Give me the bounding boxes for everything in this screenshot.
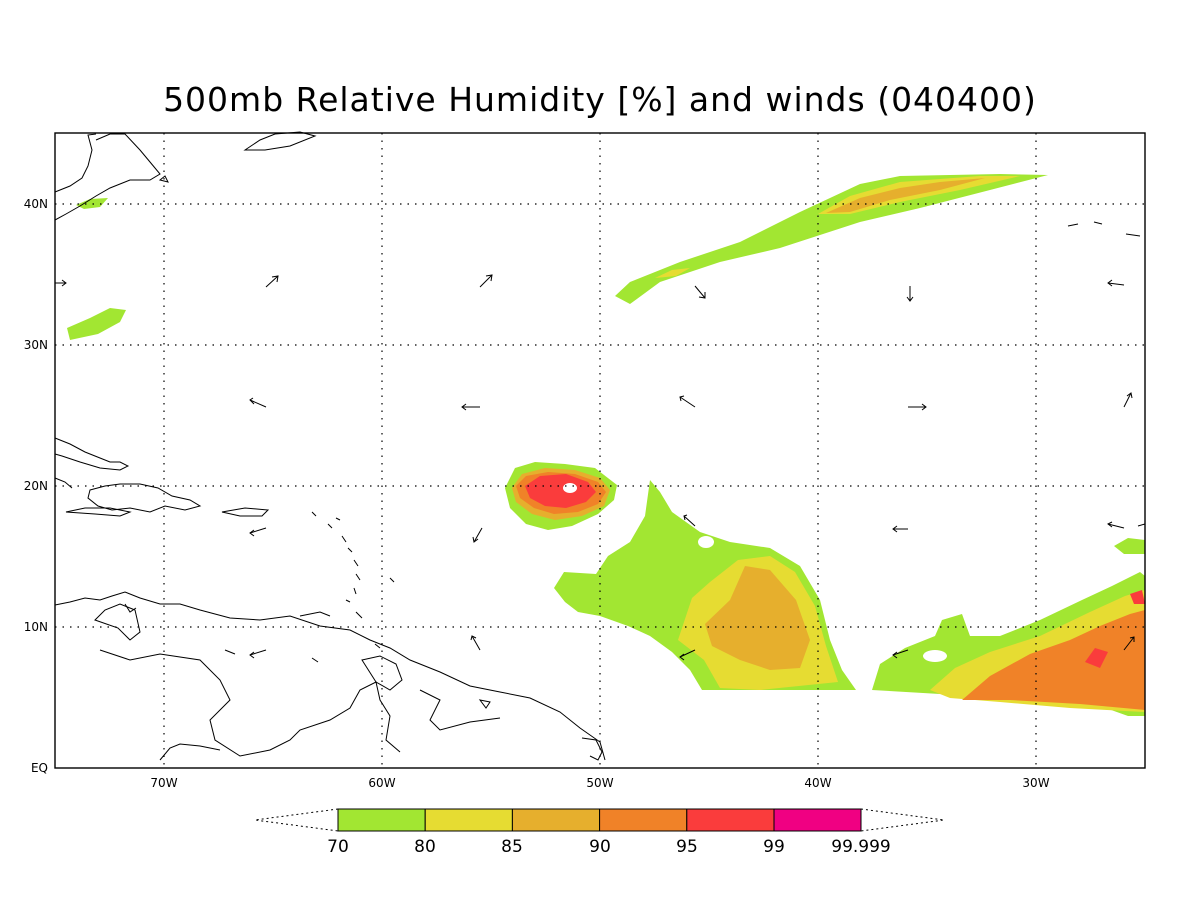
rh-70-streak-north <box>615 174 1048 304</box>
colorbar: 70 80 85 90 95 99 99.999 <box>254 808 945 857</box>
colorbar-label-99999: 99.999 <box>831 837 890 857</box>
colorbar-label-95: 95 <box>676 837 698 857</box>
wind-arrow <box>683 514 696 527</box>
wind-arrow <box>265 275 279 288</box>
colorbar-label-99: 99 <box>763 837 785 857</box>
wind-arrow <box>461 403 480 411</box>
graticule <box>55 133 1145 768</box>
wind-arrow <box>249 397 267 408</box>
coastlines <box>54 131 1146 761</box>
lat-label-eq: EQ <box>31 761 48 775</box>
wind-arrow <box>908 403 927 411</box>
rh-95-hurricane <box>525 474 596 508</box>
rh-central-hole <box>698 536 714 548</box>
lon-label-40w: 40W <box>804 776 831 790</box>
lon-label-60w: 60W <box>368 776 395 790</box>
rh-80-streak-small <box>655 268 690 278</box>
wind-arrow <box>679 395 696 408</box>
lat-label-30n: 30N <box>24 338 48 352</box>
wind-arrow <box>1107 521 1125 529</box>
wind-arrow <box>694 285 706 299</box>
wind-arrow <box>479 274 493 288</box>
colorbar-box-99 <box>773 808 862 832</box>
colorbar-box-85 <box>511 808 601 832</box>
colorbar-box-70 <box>337 808 426 832</box>
wind-arrow <box>892 525 908 533</box>
wind-arrow <box>892 649 909 659</box>
rh-90-east <box>962 610 1145 710</box>
lat-label-10n: 10N <box>24 620 48 634</box>
rh-east-hole <box>923 650 947 662</box>
wind-arrow <box>906 286 914 302</box>
colorbar-left-triangle <box>254 808 339 832</box>
rh-95-east-b <box>1130 590 1145 604</box>
wind-arrow <box>249 527 267 537</box>
humidity-fields <box>67 174 1145 716</box>
colorbar-box-90 <box>599 808 688 832</box>
rh-85-central <box>705 566 810 670</box>
wind-arrow <box>470 635 481 651</box>
colorbar-right-triangle <box>860 808 945 832</box>
colorbar-label-85: 85 <box>501 837 523 857</box>
wind-arrow <box>1123 392 1133 408</box>
wind-vectors <box>55 274 1135 661</box>
rh-70-blob-coast <box>67 308 126 340</box>
lat-label-40n: 40N <box>24 197 48 211</box>
colorbar-label-80: 80 <box>414 837 436 857</box>
hurricane-eye <box>563 483 577 493</box>
rh-70-blob-ny <box>76 198 108 209</box>
colorbar-label-90: 90 <box>589 837 611 857</box>
rh-70-east-blob <box>1114 538 1145 554</box>
colorbar-label-70: 70 <box>327 837 349 857</box>
wind-arrow <box>1123 636 1135 651</box>
wind-arrow <box>472 527 483 543</box>
rh-95-east-a <box>1085 648 1108 668</box>
colorbar-box-95 <box>686 808 775 832</box>
wind-arrow <box>249 649 267 659</box>
lon-label-70w: 70W <box>150 776 177 790</box>
colorbar-box-80 <box>424 808 513 832</box>
lon-axis: 70W 60W 50W 40W 30W <box>150 776 1049 790</box>
wind-arrow <box>679 649 696 661</box>
wind-arrow <box>55 279 67 287</box>
map-title: 500mb Relative Humidity [%] and winds (0… <box>163 80 1037 119</box>
lon-label-50w: 50W <box>586 776 613 790</box>
lat-label-20n: 20N <box>24 479 48 493</box>
lon-label-30w: 30W <box>1022 776 1049 790</box>
lat-axis: 40N 30N 20N 10N EQ <box>24 197 48 775</box>
wind-arrow <box>1107 279 1125 287</box>
